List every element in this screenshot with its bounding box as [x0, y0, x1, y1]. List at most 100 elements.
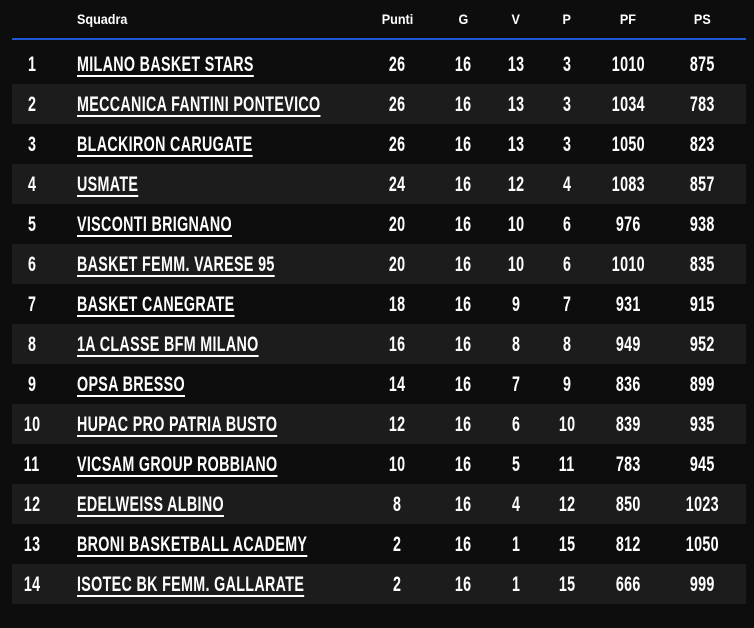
- pf-cell: 1050: [611, 132, 645, 156]
- g-cell: 16: [454, 332, 472, 356]
- ps-cell: 945: [689, 452, 715, 476]
- team-link[interactable]: HUPAC PRO PATRIA BUSTO: [77, 412, 278, 436]
- ps-cell: 935: [689, 412, 715, 436]
- team-cell: ISOTEC BK FEMM. GALLARATE: [52, 574, 364, 595]
- team-link[interactable]: BLACKIRON CARUGATE: [77, 132, 253, 156]
- pf-cell: 850: [615, 492, 641, 516]
- team-link[interactable]: OPSA BRESSO: [77, 372, 185, 396]
- table-row: 8 1A CLASSE BFM MILANO 16 16 8 8 949 952: [12, 324, 746, 364]
- table-row: 10 HUPAC PRO PATRIA BUSTO 12 16 6 10 839…: [12, 404, 746, 444]
- v-cell: 12: [507, 172, 525, 196]
- table-row: 6 BASKET FEMM. VARESE 95 20 16 10 6 1010…: [12, 244, 746, 284]
- p-cell: 8: [562, 332, 572, 356]
- header-squadra: Squadra: [77, 11, 128, 27]
- punti-cell: 18: [388, 292, 406, 316]
- v-cell: 13: [507, 52, 525, 76]
- table-row: 12 EDELWEISS ALBINO 8 16 4 12 850 1023: [12, 484, 746, 524]
- ps-cell: 999: [689, 572, 715, 596]
- team-link[interactable]: ISOTEC BK FEMM. GALLARATE: [77, 572, 305, 596]
- table-row: 5 VISCONTI BRIGNANO 20 16 10 6 976 938: [12, 204, 746, 244]
- g-cell: 16: [454, 412, 472, 436]
- v-cell: 7: [511, 372, 521, 396]
- v-cell: 13: [507, 92, 525, 116]
- team-cell: BASKET CANEGRATE: [52, 294, 364, 315]
- ps-cell: 915: [689, 292, 715, 316]
- ps-cell: 1023: [685, 492, 719, 516]
- team-cell: BRONI BASKETBALL ACADEMY: [52, 534, 364, 555]
- p-cell: 10: [558, 412, 576, 436]
- g-cell: 16: [454, 452, 472, 476]
- p-cell: 4: [562, 172, 572, 196]
- ps-cell: 1050: [685, 532, 719, 556]
- g-cell: 16: [454, 372, 472, 396]
- g-cell: 16: [454, 92, 472, 116]
- pf-cell: 949: [615, 332, 641, 356]
- table-row: 2 MECCANICA FANTINI PONTEVICO 26 16 13 3…: [12, 84, 746, 124]
- p-cell: 9: [562, 372, 572, 396]
- team-link[interactable]: MILANO BASKET STARS: [77, 52, 254, 76]
- team-link[interactable]: 1A CLASSE BFM MILANO: [77, 332, 259, 356]
- punti-cell: 20: [388, 252, 406, 276]
- pf-cell: 839: [615, 412, 641, 436]
- ps-cell: 857: [689, 172, 715, 196]
- v-cell: 5: [511, 452, 521, 476]
- team-link[interactable]: BRONI BASKETBALL ACADEMY: [77, 532, 308, 556]
- header-v: V: [511, 11, 521, 27]
- p-cell: 11: [559, 452, 575, 476]
- pf-cell: 836: [615, 372, 641, 396]
- rank-cell: 12: [23, 492, 41, 516]
- punti-cell: 2: [392, 532, 402, 556]
- v-cell: 13: [507, 132, 525, 156]
- team-cell: BLACKIRON CARUGATE: [52, 134, 364, 155]
- team-link[interactable]: USMATE: [77, 172, 139, 196]
- ps-cell: 875: [689, 52, 715, 76]
- punti-cell: 26: [388, 92, 406, 116]
- g-cell: 16: [454, 52, 472, 76]
- g-cell: 16: [454, 172, 472, 196]
- p-cell: 12: [558, 492, 576, 516]
- team-link[interactable]: MECCANICA FANTINI PONTEVICO: [77, 92, 321, 116]
- v-cell: 6: [511, 412, 521, 436]
- pf-cell: 976: [615, 212, 641, 236]
- team-link[interactable]: BASKET CANEGRATE: [77, 292, 235, 316]
- table-header-row: Squadra Punti G V P PF PS: [12, 0, 746, 38]
- rank-cell: 7: [27, 292, 37, 316]
- header-g: G: [458, 11, 468, 27]
- team-cell: USMATE: [52, 174, 364, 195]
- rank-cell: 11: [24, 452, 40, 476]
- p-cell: 3: [562, 92, 572, 116]
- team-link[interactable]: BASKET FEMM. VARESE 95: [77, 252, 275, 276]
- rank-cell: 14: [23, 572, 41, 596]
- punti-cell: 16: [388, 332, 406, 356]
- team-cell: VICSAM GROUP ROBBIANO: [52, 454, 364, 475]
- rank-cell: 1: [27, 52, 37, 76]
- table-row: 14 ISOTEC BK FEMM. GALLARATE 2 16 1 15 6…: [12, 564, 746, 604]
- team-link[interactable]: VICSAM GROUP ROBBIANO: [77, 452, 278, 476]
- v-cell: 1: [511, 572, 521, 596]
- rank-cell: 2: [27, 92, 37, 116]
- p-cell: 3: [562, 132, 572, 156]
- team-cell: EDELWEISS ALBINO: [52, 494, 364, 515]
- v-cell: 4: [511, 492, 521, 516]
- pf-cell: 1010: [611, 52, 645, 76]
- team-cell: MILANO BASKET STARS: [52, 54, 364, 75]
- v-cell: 1: [511, 532, 521, 556]
- pf-cell: 783: [615, 452, 641, 476]
- ps-cell: 835: [689, 252, 715, 276]
- team-cell: OPSA BRESSO: [52, 374, 364, 395]
- rank-cell: 4: [27, 172, 37, 196]
- v-cell: 9: [511, 292, 521, 316]
- punti-cell: 8: [392, 492, 402, 516]
- team-link[interactable]: VISCONTI BRIGNANO: [77, 212, 232, 236]
- header-p: P: [562, 11, 572, 27]
- pf-cell: 1010: [611, 252, 645, 276]
- g-cell: 16: [454, 132, 472, 156]
- punti-cell: 26: [388, 132, 406, 156]
- punti-cell: 20: [388, 212, 406, 236]
- pf-cell: 1083: [611, 172, 645, 196]
- table-row: 13 BRONI BASKETBALL ACADEMY 2 16 1 15 81…: [12, 524, 746, 564]
- ps-cell: 823: [689, 132, 715, 156]
- table-row: 1 MILANO BASKET STARS 26 16 13 3 1010 87…: [12, 44, 746, 84]
- team-link[interactable]: EDELWEISS ALBINO: [77, 492, 224, 516]
- p-cell: 15: [558, 532, 576, 556]
